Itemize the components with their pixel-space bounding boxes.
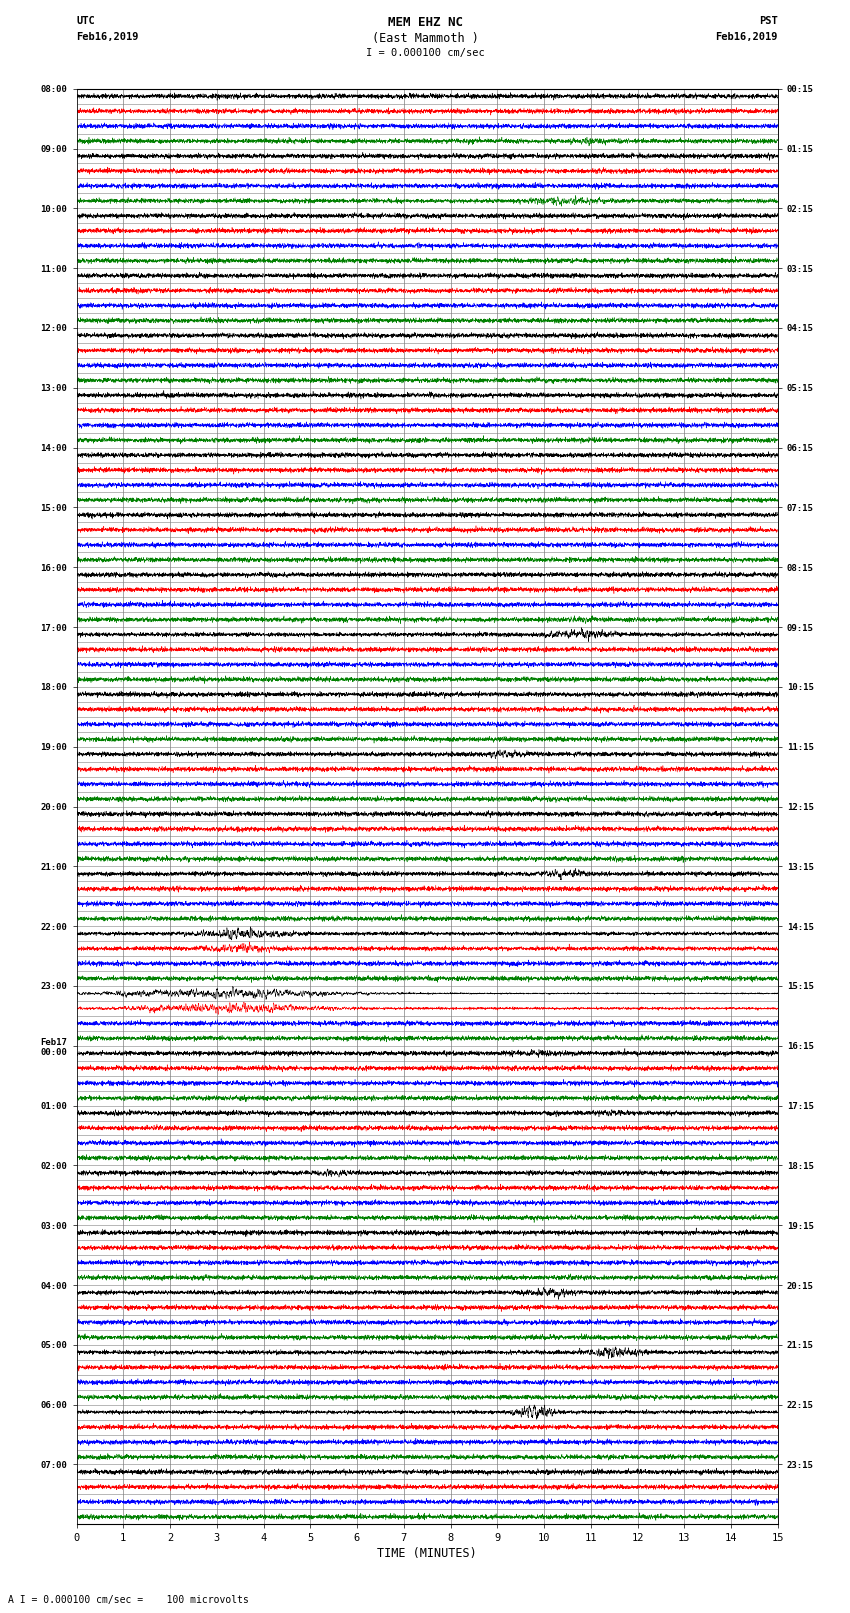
Text: UTC: UTC [76, 16, 95, 26]
Text: A I = 0.000100 cm/sec =    100 microvolts: A I = 0.000100 cm/sec = 100 microvolts [8, 1595, 249, 1605]
Text: PST: PST [759, 16, 778, 26]
Text: (East Mammoth ): (East Mammoth ) [371, 32, 479, 45]
Text: Feb16,2019: Feb16,2019 [76, 32, 139, 42]
Text: MEM EHZ NC: MEM EHZ NC [388, 16, 462, 29]
Text: Feb16,2019: Feb16,2019 [715, 32, 778, 42]
X-axis label: TIME (MINUTES): TIME (MINUTES) [377, 1547, 477, 1560]
Text: I = 0.000100 cm/sec: I = 0.000100 cm/sec [366, 48, 484, 58]
